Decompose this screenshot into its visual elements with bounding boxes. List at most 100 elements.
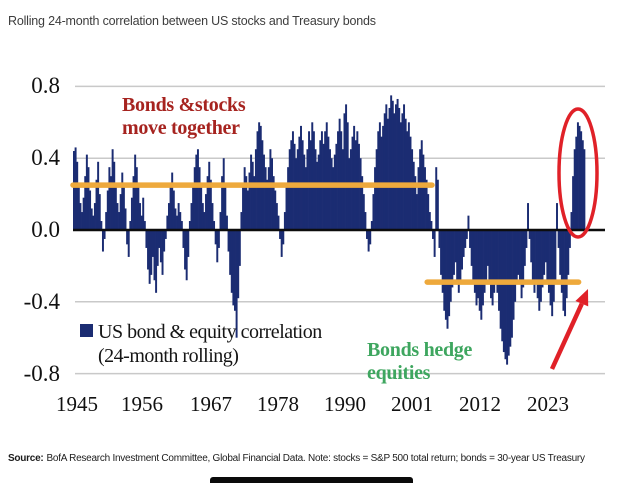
correlation-bar (485, 230, 488, 281)
correlation-bar (130, 197, 133, 230)
correlation-bar (547, 230, 550, 293)
correlation-bar (452, 230, 455, 275)
correlation-bar (557, 230, 560, 248)
annotation-line: Bonds hedge (367, 339, 473, 361)
correlation-bar (382, 125, 385, 230)
correlation-bar (433, 230, 436, 257)
correlation-bar (341, 149, 344, 230)
correlation-bar (472, 230, 475, 281)
correlation-bar (300, 125, 302, 230)
correlation-bar (167, 203, 170, 230)
correlation-bar (333, 154, 336, 230)
correlation-bar (560, 230, 563, 293)
correlation-bar (343, 113, 346, 230)
correlation-bar (230, 230, 233, 293)
correlation-bar (237, 230, 240, 299)
correlation-bar (419, 149, 422, 230)
correlation-bar (414, 176, 417, 230)
correlation-bar (385, 104, 388, 230)
correlation-bar (393, 113, 396, 230)
correlation-bar (84, 176, 87, 230)
correlation-bar (158, 230, 161, 248)
correlation-bar (97, 161, 100, 230)
correlation-bar (77, 183, 80, 230)
correlation-bar (349, 149, 352, 230)
correlation-bar (337, 131, 340, 230)
correlation-bar (148, 230, 151, 284)
correlation-bar (211, 203, 214, 230)
correlation-bar (407, 122, 410, 230)
correlation-bar (417, 167, 420, 230)
correlation-bar (399, 122, 402, 230)
correlation-bar (271, 158, 273, 230)
correlation-bar (475, 230, 478, 306)
correlation-bar (134, 154, 137, 230)
correlation-bar (295, 158, 298, 230)
correlation-bar (147, 230, 150, 270)
correlation-bar (372, 194, 375, 230)
source-text: BofA Research Investment Committee, Glob… (46, 453, 585, 464)
correlation-bar (415, 194, 418, 230)
correlation-bar (502, 230, 505, 353)
correlation-bar (462, 230, 465, 257)
correlation-bar (567, 230, 570, 275)
correlation-bar (512, 230, 515, 320)
correlation-bar (443, 230, 446, 311)
correlation-bar (568, 230, 571, 248)
correlation-bar (504, 230, 507, 360)
correlation-bar (303, 154, 306, 230)
correlation-bar (506, 230, 509, 365)
correlation-bar (507, 230, 510, 356)
correlation-bar (374, 167, 377, 230)
correlation-bar (481, 230, 484, 306)
correlation-bar (267, 167, 270, 230)
correlation-bar (367, 230, 370, 252)
correlation-bar (264, 167, 267, 230)
y-tick-label: -0.8 (23, 360, 60, 386)
correlation-bar (145, 230, 148, 248)
correlation-bar (535, 230, 538, 284)
correlation-bar (81, 212, 84, 230)
correlation-bar (169, 185, 172, 231)
correlation-bar (279, 230, 282, 239)
correlation-bar (523, 230, 526, 266)
correlation-bar (375, 149, 378, 230)
correlation-bar (225, 215, 228, 230)
correlation-bar (227, 230, 230, 252)
correlation-bar (541, 230, 544, 288)
correlation-bar (182, 230, 185, 248)
correlation-bar (92, 215, 95, 230)
correlation-bar (172, 190, 175, 230)
correlation-bar (312, 131, 315, 230)
correlation-bar (559, 230, 562, 275)
correlation-bar (317, 154, 320, 230)
correlation-bar (101, 230, 104, 252)
correlation-bar (198, 167, 201, 230)
correlation-bar (359, 158, 362, 230)
correlation-bar (287, 167, 290, 230)
correlation-bar (441, 230, 444, 293)
correlation-bar (304, 167, 307, 230)
annotation-bonds-stocks-move-together: Bonds &stocks move together (122, 94, 246, 140)
correlation-bar (105, 212, 108, 230)
correlation-bar (338, 118, 341, 230)
x-tick-label: 1956 (121, 392, 163, 416)
correlation-bar (219, 212, 222, 230)
correlation-bar (401, 113, 404, 230)
correlation-bar (150, 230, 153, 275)
correlation-bar (366, 230, 368, 239)
correlation-bar (124, 208, 127, 230)
correlation-bar (243, 167, 246, 230)
y-tick-label: -0.4 (23, 288, 60, 314)
correlation-bar (103, 230, 106, 239)
correlation-bar (196, 149, 199, 230)
source-label: Source: (8, 453, 44, 464)
correlation-bar (467, 215, 470, 230)
correlation-bar (106, 190, 109, 230)
correlation-bar (205, 194, 207, 230)
correlation-bar (515, 230, 518, 284)
correlation-bar (543, 230, 546, 275)
correlation-bar (473, 230, 476, 293)
correlation-bar (188, 221, 191, 230)
correlation-bar (283, 212, 286, 230)
